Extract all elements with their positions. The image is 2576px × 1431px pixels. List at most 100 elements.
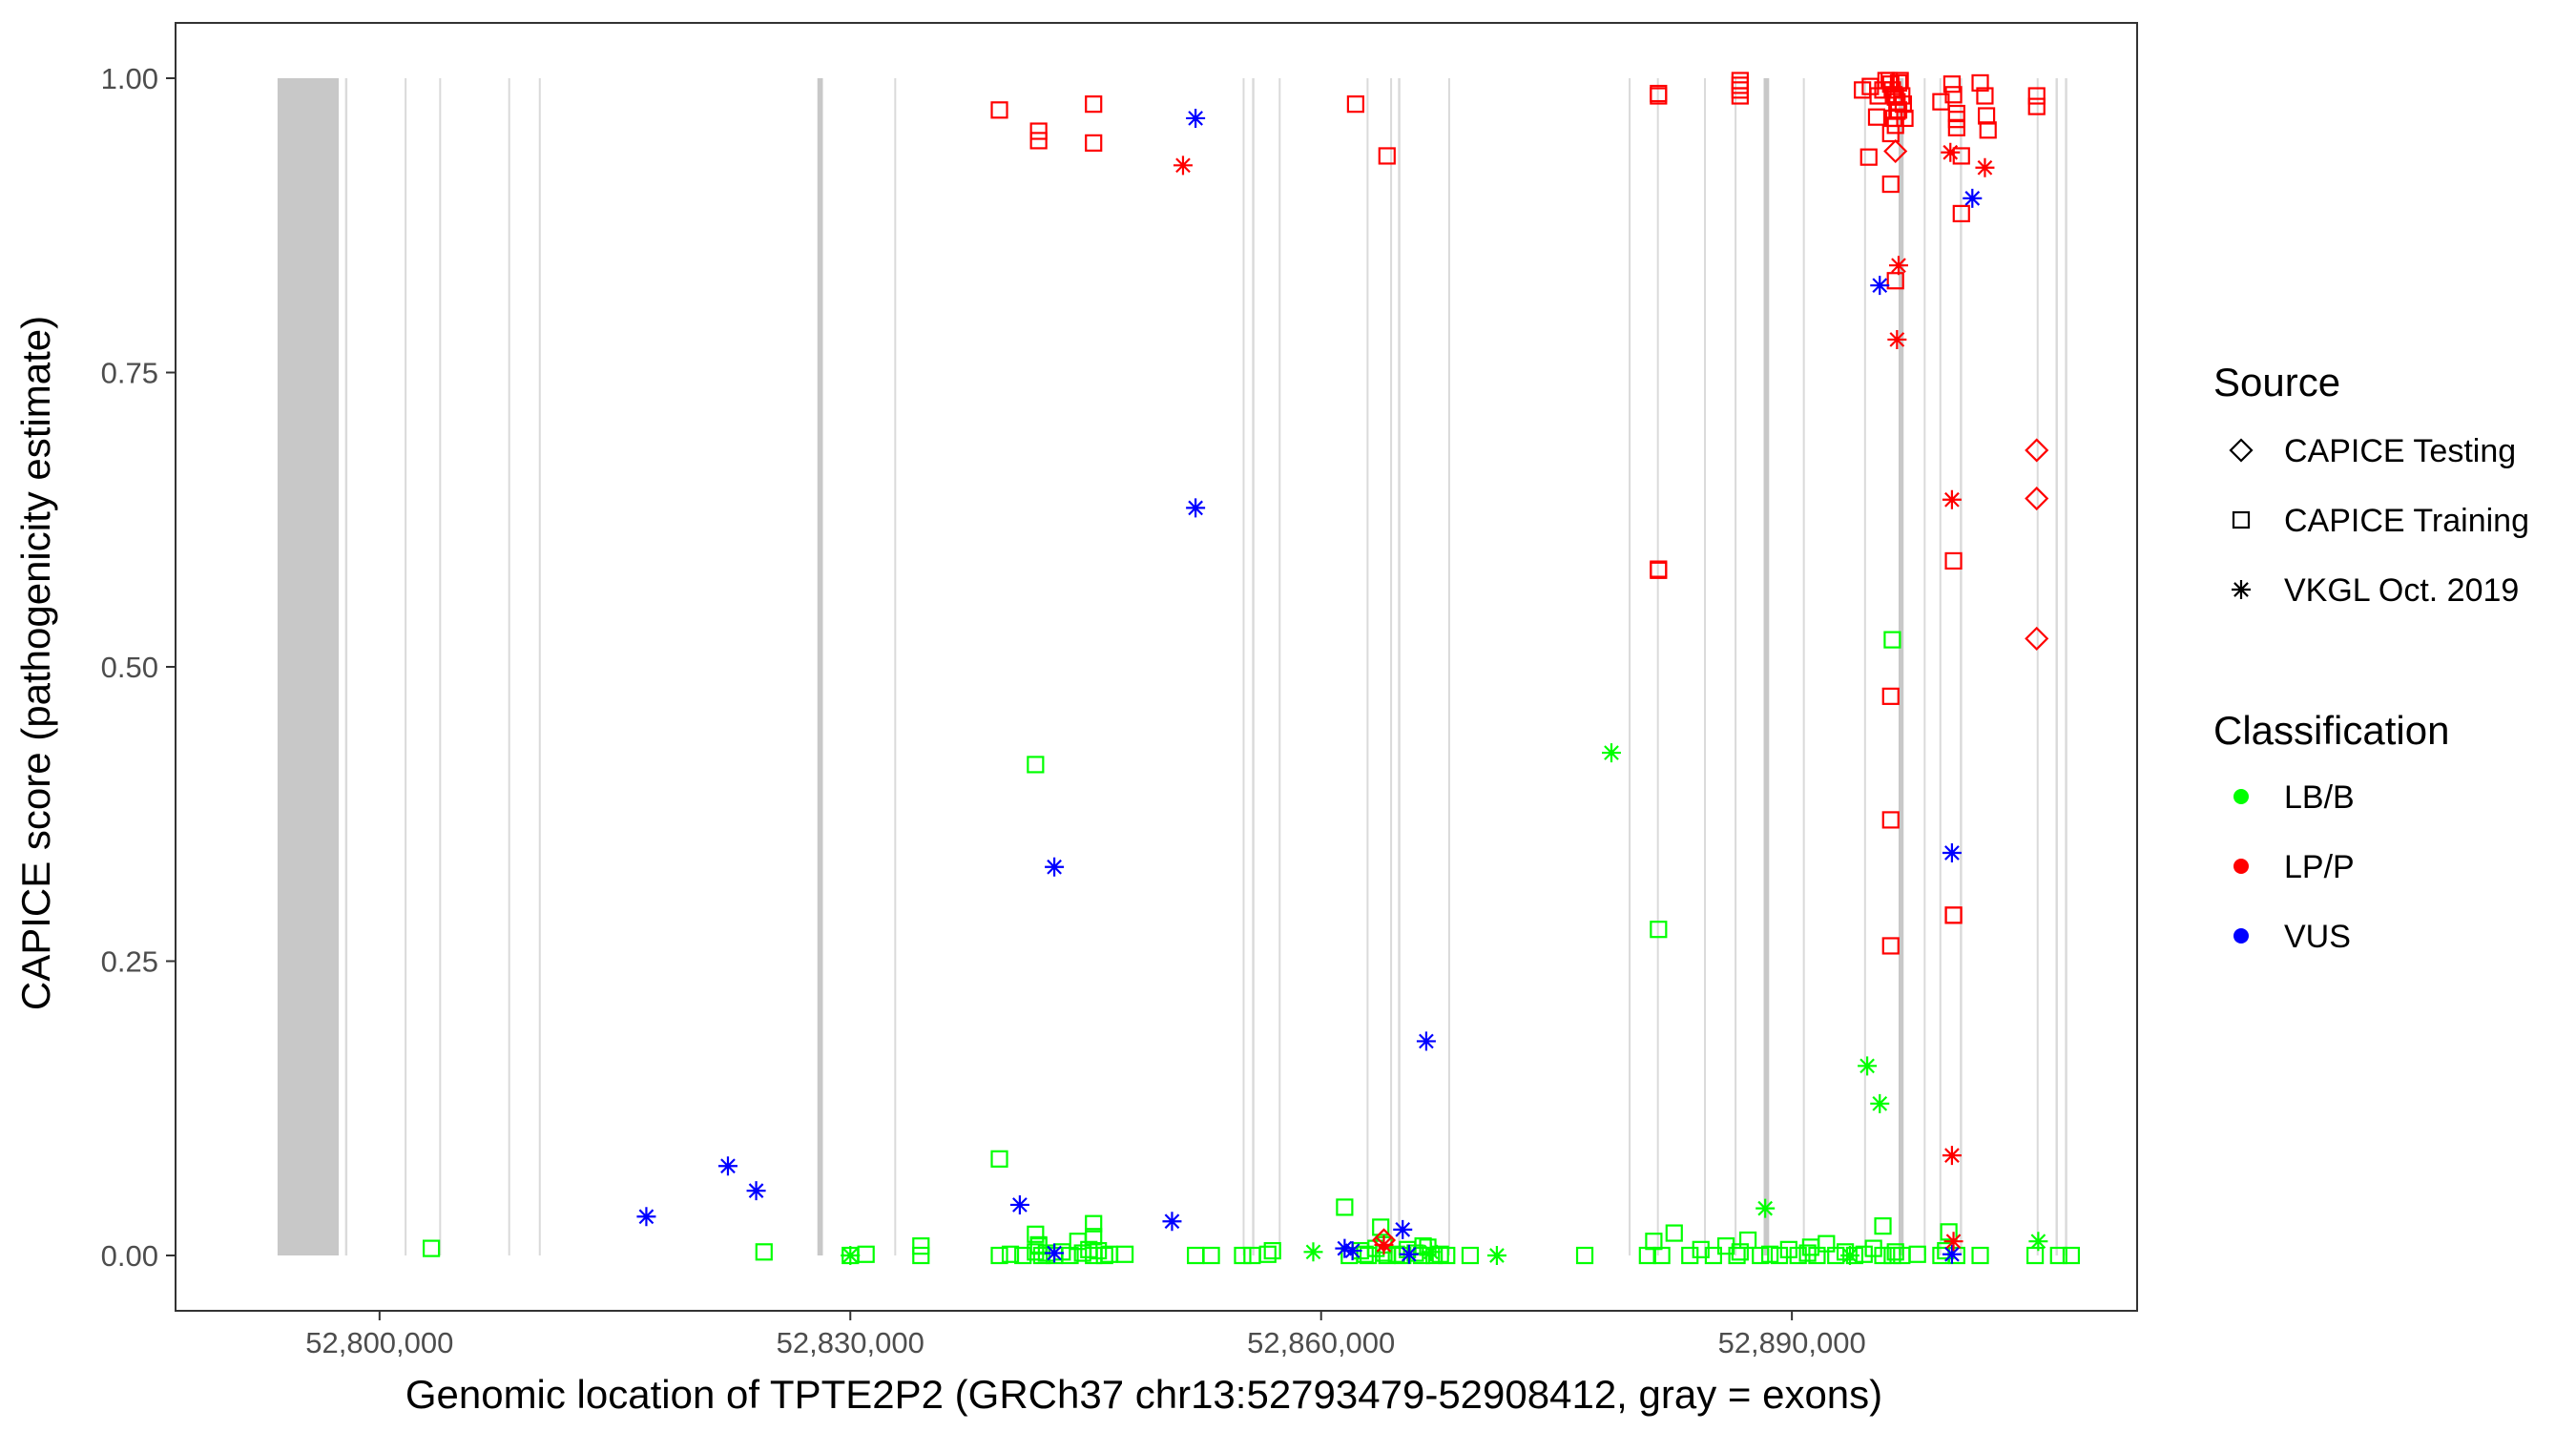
data-point [1976,87,1994,105]
exon-band [1939,77,1942,1256]
data-point [1378,147,1396,165]
data-point [1975,157,1995,177]
legend-source-training: CAPICE Training [2232,503,2529,539]
data-point [1372,1218,1390,1236]
data-point [1944,86,1963,104]
data-point [1867,108,1886,126]
data-point [1335,1238,1355,1258]
data-point [1880,72,1899,90]
data-point [1883,1246,1901,1265]
legend-class-lp-p: LP/P [2233,849,2355,885]
data-point [1886,1243,1904,1261]
x-tick-label: 52,890,000 [1718,1326,1866,1359]
y-tick-label: 1.00 [101,62,158,95]
data-point [1681,1246,1699,1265]
exon-band [894,77,897,1256]
data-point [1029,1235,1048,1254]
data-point [1575,1246,1594,1265]
legend-source-label: VKGL Oct. 2019 [2284,572,2519,609]
exon-band [1366,77,1369,1256]
data-point [1421,1242,1441,1262]
data-point [1716,1237,1735,1255]
data-point [1728,1246,1746,1265]
exon-band [1960,77,1963,1256]
data-point [1870,276,1890,296]
data-point [1798,1244,1817,1262]
legend-class-vus: VUS [2233,919,2351,955]
data-point [1650,87,1668,105]
data-point [1942,842,1962,862]
series-vkgl-vus [636,108,1983,1264]
y-axis-label: CAPICE score (pathogenicity estimate) [13,316,58,1010]
data-point [1173,156,1193,176]
data-point [1186,108,1206,128]
data-point [1704,1246,1723,1265]
legend-key-diamond [2229,438,2254,463]
exon-band [1704,77,1707,1256]
data-point [2025,626,2049,651]
exon-band [1923,77,1926,1256]
exon-band [1802,77,1805,1256]
exon-band [1278,77,1281,1256]
data-point [1840,1246,1859,1265]
data-point [1881,811,1900,829]
data-point [1650,561,1668,579]
data-point [1947,118,1965,136]
data-point [1374,1234,1394,1255]
data-point [1045,857,1065,877]
data-point [1731,87,1749,105]
x-tick-label: 52,800,000 [305,1326,453,1359]
data-point [1438,1246,1456,1265]
data-point [1461,1246,1480,1265]
data-point [1888,102,1906,120]
data-point [1638,1246,1656,1265]
exon-bands [277,77,2067,1256]
data-point [1650,921,1668,939]
data-point [1801,1238,1819,1256]
exon-band [1735,77,1737,1256]
legend-classification-entries: LB/B LP/P VUS [2233,779,2355,955]
data-point [1486,1246,1506,1265]
exon-band [538,77,541,1256]
exon-band [1390,77,1393,1256]
data-point [1886,116,1904,135]
legend-class-lb-b: LB/B [2233,779,2355,816]
x-tick-label: 52,860,000 [1247,1326,1395,1359]
data-point [1971,1246,1989,1265]
data-points [423,72,2081,1265]
data-point [841,1246,861,1265]
data-point [1940,1223,1958,1241]
data-point [1186,498,1206,518]
data-point [1881,937,1900,955]
legend-class-label: LB/B [2284,779,2355,816]
data-point [1889,73,1908,93]
data-point [755,1243,773,1261]
data-point [1045,1243,1065,1263]
data-point [1908,1245,1926,1263]
data-point [1971,73,1989,93]
data-point [1303,1242,1323,1262]
exon-band [1398,77,1401,1256]
data-point [1887,329,1907,349]
data-point [1095,1246,1113,1265]
data-point [1162,1212,1182,1232]
exon-band [344,77,348,1256]
data-point [1416,1031,1436,1051]
x-axis-label: Genomic location of TPTE2P2 (GRCh37 chr1… [405,1372,1882,1417]
data-point [1874,1246,1892,1265]
legend-class-label: VUS [2284,919,2351,955]
data-point [1942,1146,1962,1166]
data-point [1029,132,1048,150]
data-point [2025,1246,2045,1265]
series-vkgl-lb-b [841,743,2048,1265]
data-point [1942,1244,1962,1264]
data-point [1963,188,1983,208]
data-point [1116,1245,1134,1263]
data-point [1027,756,1045,774]
data-point [1943,1232,1963,1252]
data-point [990,1150,1008,1168]
legend-source-title: Source [2213,360,2340,404]
y-tick-label: 0.00 [101,1239,158,1273]
data-point [1977,107,1996,125]
